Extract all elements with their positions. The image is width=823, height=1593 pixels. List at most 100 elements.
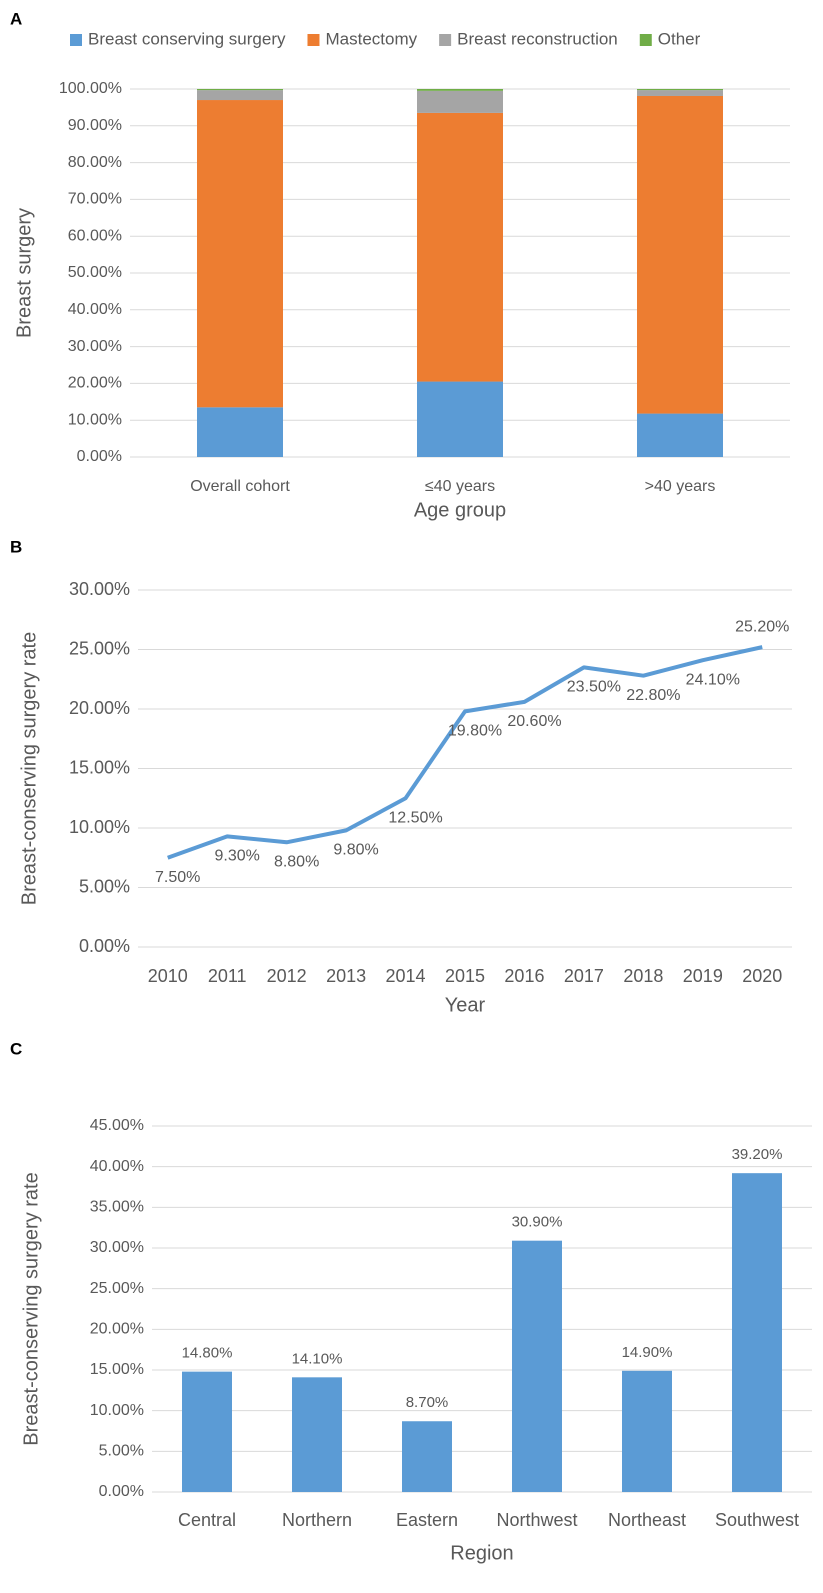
bar: [402, 1421, 452, 1492]
x-tick-label: Overall cohort: [190, 478, 290, 495]
legend-label: Breast conserving surgery: [88, 29, 286, 48]
y-tick-label: 30.00%: [69, 579, 130, 599]
legend-swatch: [639, 34, 652, 46]
bar-segment: [417, 381, 503, 457]
y-axis-title: Breast-conserving surgery rate: [18, 632, 40, 905]
bar-segment: [197, 407, 283, 457]
x-axis-title: Region: [450, 1542, 513, 1564]
line: [167, 645, 763, 860]
x-tick-label: 2011: [208, 966, 247, 986]
y-tick-label: 30.00%: [90, 1239, 144, 1256]
data-label: 14.10%: [292, 1350, 343, 1367]
x-tick-label: 2012: [267, 966, 307, 986]
y-tick-label: 15.00%: [69, 757, 130, 777]
x-tick-label: 2017: [564, 966, 604, 986]
bar-segment: [417, 89, 503, 91]
legend-label: Mastectomy: [325, 29, 417, 48]
y-tick-label: 60.00%: [68, 227, 122, 244]
bar-segment: [197, 89, 283, 91]
x-axis-title: Age group: [414, 499, 506, 521]
data-label: 9.30%: [214, 848, 259, 865]
y-tick-label: 20.00%: [68, 375, 122, 392]
data-label: 12.50%: [388, 809, 442, 826]
data-label: 9.80%: [333, 842, 378, 859]
y-tick-label: 10.00%: [68, 411, 122, 428]
y-tick-label: 35.00%: [90, 1199, 144, 1216]
x-tick-label: 2013: [326, 966, 366, 986]
x-tick-label: 2018: [623, 966, 663, 986]
bar-segment: [637, 95, 723, 414]
data-label: 8.70%: [406, 1394, 449, 1411]
x-tick-label: ≤40 years: [425, 478, 495, 495]
y-tick-label: 40.00%: [68, 301, 122, 318]
y-tick-label: 100.00%: [59, 80, 122, 97]
x-tick-label: 2010: [148, 966, 188, 986]
data-label: 39.20%: [732, 1146, 783, 1163]
legend-swatch: [439, 34, 452, 46]
y-tick-label: 0.00%: [99, 1483, 144, 1500]
data-label: 24.10%: [686, 671, 740, 688]
x-tick-label: 2020: [742, 966, 782, 986]
y-tick-label: 10.00%: [69, 817, 130, 837]
y-tick-label: 0.00%: [79, 936, 130, 956]
y-tick-label: 5.00%: [99, 1443, 144, 1460]
bar-segment: [417, 90, 503, 113]
y-tick-label: 50.00%: [68, 264, 122, 281]
bar: [732, 1173, 782, 1492]
data-label: 22.80%: [626, 687, 680, 704]
legend-label: Other: [658, 29, 701, 48]
data-label: 23.50%: [567, 679, 621, 696]
y-axis-title: Breast surgery: [13, 208, 35, 338]
y-tick-label: 20.00%: [69, 698, 130, 718]
x-tick-label: Northern: [282, 1510, 352, 1530]
x-tick-label: 2015: [445, 966, 485, 986]
legend-label: Breast reconstruction: [457, 29, 618, 48]
x-tick-label: 2019: [683, 966, 723, 986]
data-label: 30.90%: [512, 1214, 563, 1231]
y-tick-label: 90.00%: [68, 117, 122, 134]
x-tick-label: 2016: [504, 966, 544, 986]
bar: [512, 1240, 562, 1492]
x-tick-label: Eastern: [396, 1510, 458, 1530]
x-tick-label: >40 years: [645, 478, 716, 495]
bar: [622, 1370, 672, 1492]
panel-label: B: [10, 537, 22, 556]
bar: [292, 1377, 342, 1492]
y-tick-label: 25.00%: [69, 638, 130, 658]
bar-segment: [637, 89, 723, 91]
data-label: 8.80%: [274, 853, 319, 870]
bar: [182, 1371, 232, 1492]
y-tick-label: 80.00%: [68, 154, 122, 171]
y-axis-title: Breast-conserving surgery rate: [20, 1172, 42, 1445]
y-tick-label: 15.00%: [90, 1361, 144, 1378]
panel-label: C: [10, 1039, 22, 1058]
bar-segment: [197, 90, 283, 101]
panel-label: A: [10, 9, 22, 28]
x-tick-label: Central: [178, 1510, 236, 1530]
y-tick-label: 40.00%: [90, 1158, 144, 1175]
data-label: 19.80%: [448, 723, 502, 740]
y-tick-label: 30.00%: [68, 338, 122, 355]
x-tick-label: Northwest: [496, 1510, 577, 1530]
y-tick-label: 0.00%: [77, 448, 122, 465]
y-tick-label: 70.00%: [68, 191, 122, 208]
y-tick-label: 10.00%: [90, 1402, 144, 1419]
bar-segment: [637, 90, 723, 96]
bar-segment: [637, 413, 723, 457]
y-tick-label: 20.00%: [90, 1321, 144, 1338]
data-label: 7.50%: [155, 869, 200, 886]
x-tick-label: Southwest: [715, 1510, 799, 1530]
legend-swatch: [307, 34, 320, 46]
y-tick-label: 25.00%: [90, 1280, 144, 1297]
bar-segment: [417, 112, 503, 382]
x-tick-label: 2014: [386, 966, 426, 986]
y-tick-label: 45.00%: [90, 1117, 144, 1134]
data-label: 20.60%: [507, 713, 561, 730]
data-label: 25.20%: [735, 618, 789, 635]
x-axis-title: Year: [445, 994, 486, 1016]
bar-segment: [197, 100, 283, 408]
data-label: 14.90%: [622, 1344, 673, 1361]
y-tick-label: 5.00%: [79, 876, 130, 896]
x-tick-label: Northeast: [608, 1510, 686, 1530]
